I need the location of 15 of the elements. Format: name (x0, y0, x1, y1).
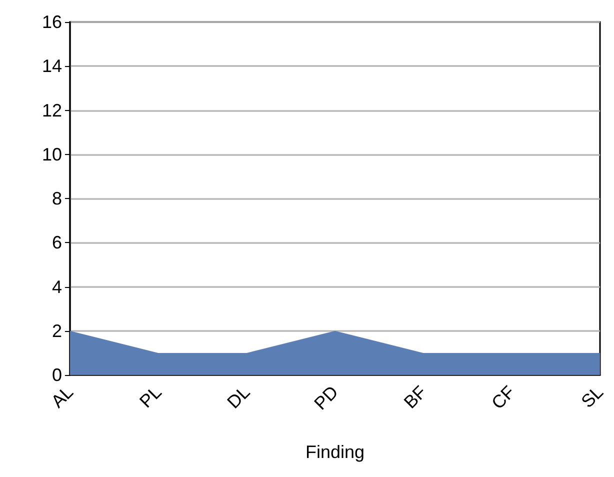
y-tick-label: 14 (42, 56, 62, 76)
y-tick-label: 12 (42, 100, 62, 120)
y-tick-label: 2 (52, 320, 62, 341)
x-axis-title: Finding (305, 442, 365, 462)
x-tick-label: PL (136, 382, 166, 412)
y-tick-label: 10 (42, 144, 62, 164)
y-tick-label: 8 (52, 188, 62, 208)
x-tick-label: CF (488, 382, 519, 414)
x-tick-label: BF (400, 382, 430, 412)
y-tick-label: 6 (52, 232, 62, 253)
x-tick-label: DL (223, 382, 254, 412)
y-tick-label: 4 (52, 276, 62, 297)
x-tick-label: PD (310, 382, 342, 414)
x-tick-label: SL (577, 382, 608, 412)
y-tick-label: 16 (42, 12, 62, 32)
